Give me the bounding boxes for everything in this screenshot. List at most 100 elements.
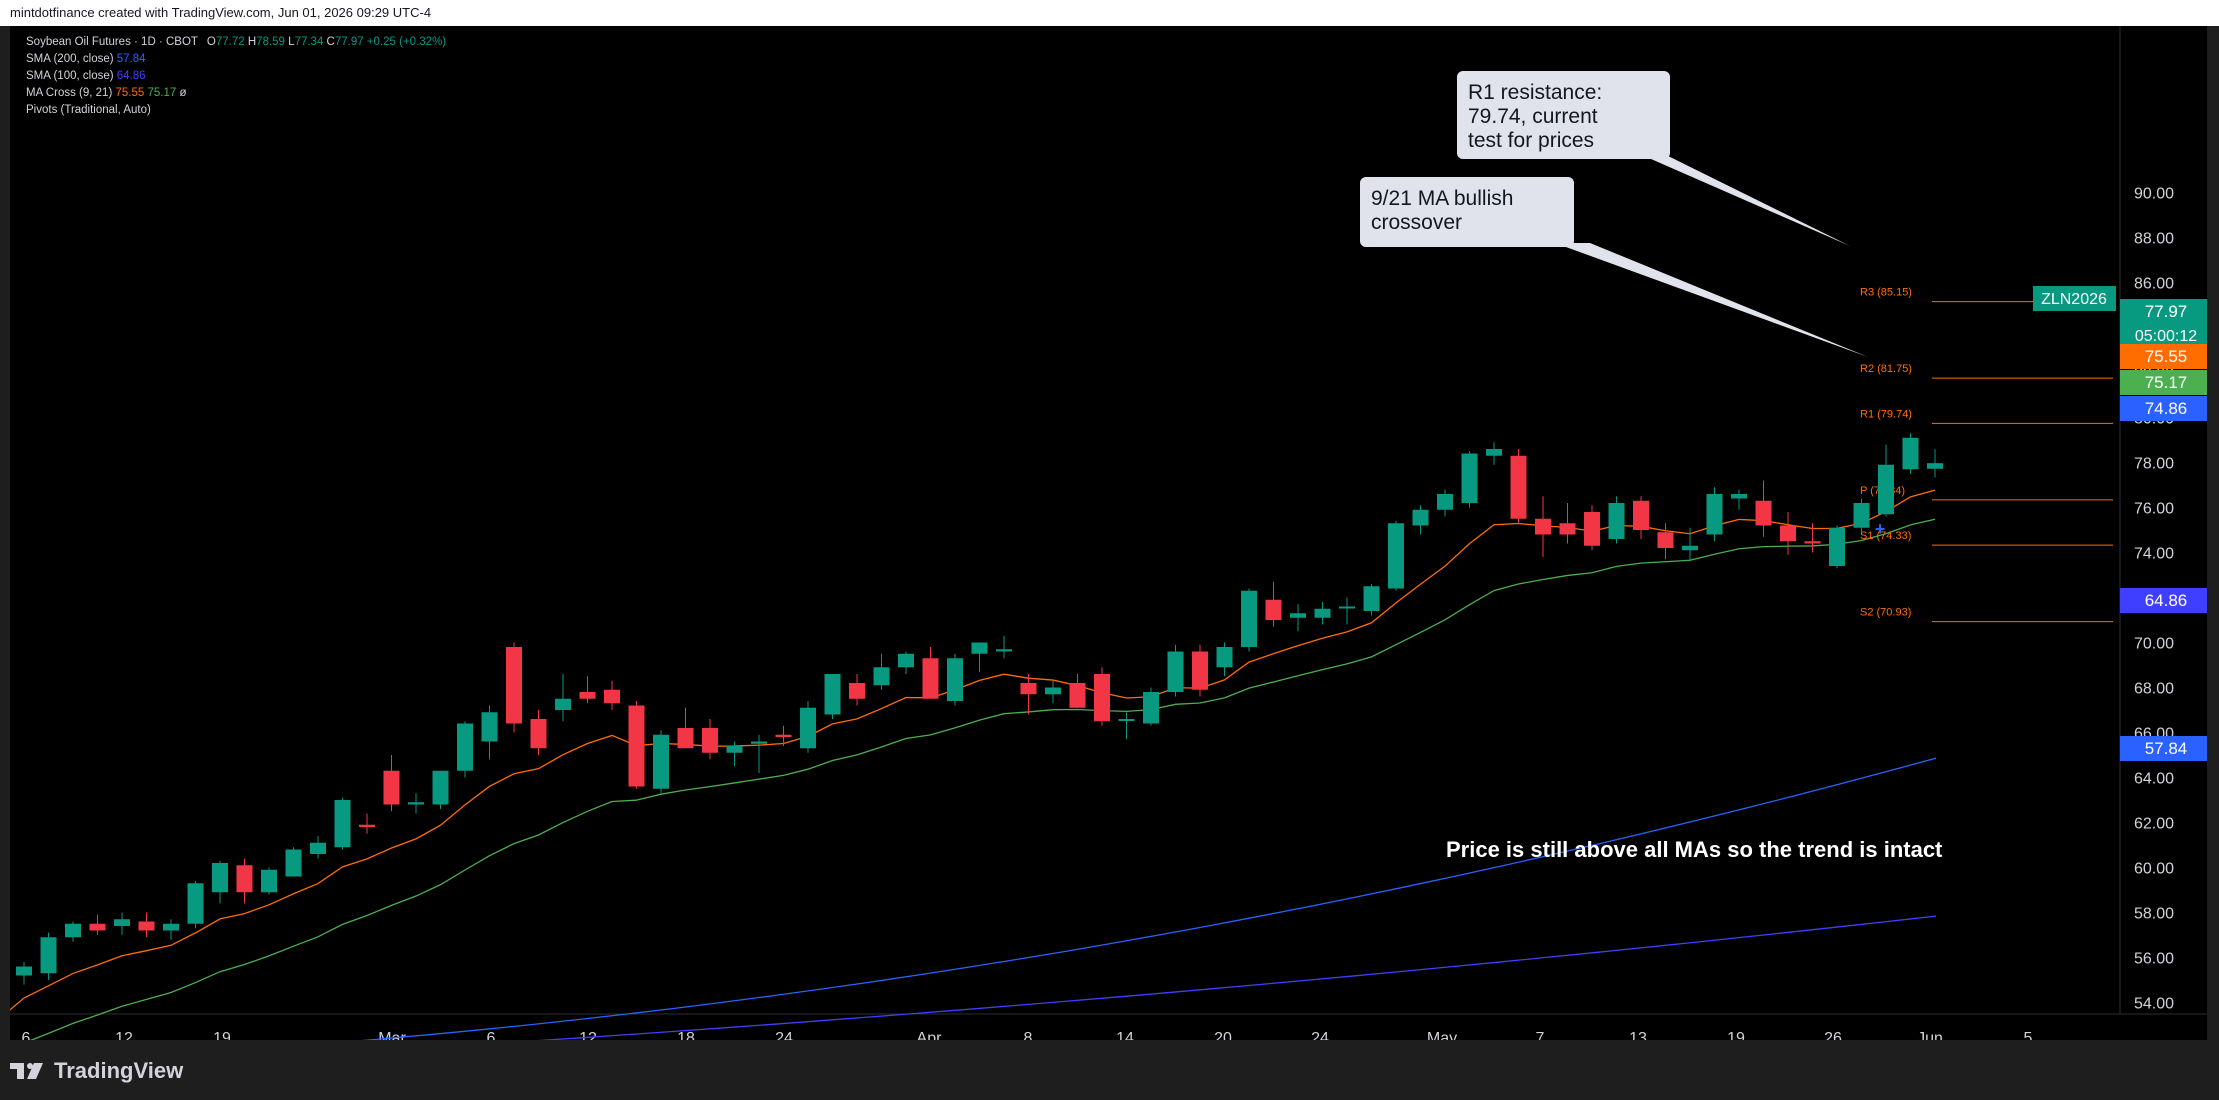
candle-body[interactable] <box>1878 464 1894 515</box>
candle-body[interactable] <box>898 653 914 668</box>
candle-body[interactable] <box>285 849 302 877</box>
pivot-label: R2 (81.75) <box>1860 363 1912 375</box>
candle-body[interactable] <box>40 937 57 974</box>
candle-body[interactable] <box>555 698 571 710</box>
candle-body[interactable] <box>138 921 155 931</box>
candle-body[interactable] <box>1804 541 1821 544</box>
candle-body[interactable] <box>702 728 718 753</box>
candle-body[interactable] <box>163 923 179 931</box>
candle-body[interactable] <box>677 728 694 749</box>
candle-body[interactable] <box>1069 683 1086 708</box>
candle-body[interactable] <box>506 647 522 724</box>
candle-body[interactable] <box>1706 494 1723 535</box>
legend-pivots-label: Pivots (Traditional, Auto) <box>26 104 151 116</box>
candle-body[interactable] <box>1118 719 1135 721</box>
legend-sma100-row[interactable]: SMA (100, close) 64.86 <box>26 68 446 85</box>
candle-body[interactable] <box>530 719 547 749</box>
candle-body[interactable] <box>1363 586 1380 611</box>
candle-body[interactable] <box>1853 503 1870 528</box>
candle-body[interactable] <box>947 658 963 701</box>
legend-symbol: Soybean Oil Futures · 1D · CBOT <box>26 36 198 48</box>
candle-body[interactable] <box>579 692 596 699</box>
candle-body[interactable] <box>1437 494 1453 510</box>
candle-body[interactable] <box>1731 494 1747 499</box>
candle-body[interactable] <box>481 712 498 742</box>
candle-body[interactable] <box>1657 532 1674 548</box>
price-chart[interactable]: 48.0050.0052.0054.0056.0058.0060.0062.00… <box>0 26 2214 1100</box>
candle-body[interactable] <box>383 770 400 805</box>
annotation-trend-text[interactable]: Price is still above all MAs so the tren… <box>1446 837 1943 862</box>
candle-body[interactable] <box>1290 613 1306 618</box>
candle-body[interactable] <box>1633 500 1649 530</box>
candle-body[interactable] <box>408 802 424 805</box>
legend-pivots-row[interactable]: Pivots (Traditional, Auto) <box>26 102 446 119</box>
candle-body[interactable] <box>849 683 865 699</box>
candle-body[interactable] <box>1167 651 1184 693</box>
candle-body[interactable] <box>334 800 351 848</box>
legend-sma200-row[interactable]: SMA (200, close) 57.84 <box>26 51 446 68</box>
candle-body[interactable] <box>1461 453 1478 504</box>
y-tick-label: 62.00 <box>2134 816 2174 833</box>
candle-body[interactable] <box>1559 523 1576 535</box>
candle-body[interactable] <box>775 734 792 737</box>
candle-body[interactable] <box>1045 687 1061 695</box>
candle-body[interactable] <box>1584 512 1600 546</box>
candle-body[interactable] <box>1216 647 1233 668</box>
candle-body[interactable] <box>1535 518 1551 535</box>
candle-body[interactable] <box>1314 608 1331 618</box>
candle-body[interactable] <box>16 966 32 976</box>
chart-credit: mintdotfinance created with TradingView.… <box>10 5 432 20</box>
legend-macross-row[interactable]: MA Cross (9, 21) 75.55 75.17 ø <box>26 85 446 102</box>
candle-body[interactable] <box>65 923 81 938</box>
candle-body[interactable] <box>653 734 669 789</box>
candle-body[interactable] <box>751 741 767 744</box>
candle-body[interactable] <box>1143 692 1159 724</box>
tradingview-logo[interactable]: TradingView <box>10 1058 183 1084</box>
candle-body[interactable] <box>628 705 645 787</box>
candle-body[interactable] <box>187 883 204 924</box>
candle-body[interactable] <box>1510 455 1527 519</box>
candle-body[interactable] <box>604 689 620 704</box>
candle-body[interactable] <box>1388 523 1404 589</box>
candle-body[interactable] <box>1608 503 1625 539</box>
candle-body[interactable] <box>1829 527 1845 566</box>
legend-sma200-label: SMA (200, close) <box>26 53 114 65</box>
candle-body[interactable] <box>1339 606 1355 609</box>
candle-body[interactable] <box>971 642 988 654</box>
symbol-tag <box>2033 286 2116 311</box>
candle-body[interactable] <box>1020 683 1037 695</box>
candle-body[interactable] <box>432 770 449 805</box>
annotation-r1-box[interactable] <box>1457 71 1670 159</box>
candle-body[interactable] <box>726 746 743 753</box>
legend-low: 77.34 <box>294 36 324 48</box>
candle-body[interactable] <box>1265 599 1282 620</box>
candle-body[interactable] <box>922 658 939 699</box>
candle-body[interactable] <box>1094 674 1110 722</box>
candle-body[interactable] <box>996 649 1012 652</box>
candle-body[interactable] <box>89 923 106 931</box>
candle-body[interactable] <box>1755 500 1772 526</box>
x-tick-label: 7 <box>1536 1030 1545 1040</box>
candle-body[interactable] <box>457 723 473 771</box>
candle-body[interactable] <box>873 667 890 686</box>
price-label-countdown: 05:00:12 <box>2135 328 2197 345</box>
candle-body[interactable] <box>1927 463 1943 469</box>
candle-body[interactable] <box>1682 545 1698 551</box>
candle-body[interactable] <box>1412 509 1429 526</box>
candle-body[interactable] <box>1780 525 1796 542</box>
chart-panel[interactable]: 48.0050.0052.0054.0056.0058.0060.0062.00… <box>0 26 2214 1100</box>
candle-body[interactable] <box>800 707 816 749</box>
candle-body[interactable] <box>212 863 228 893</box>
annotation-ma-box[interactable] <box>1360 177 1574 247</box>
candle-body[interactable] <box>310 842 326 854</box>
candle-body[interactable] <box>236 865 253 893</box>
candle-body[interactable] <box>1192 651 1208 690</box>
candle-body[interactable] <box>1241 590 1257 647</box>
price-label <box>2120 344 2214 369</box>
candle-body[interactable] <box>1486 449 1502 456</box>
candle-body[interactable] <box>261 869 277 893</box>
candle-body[interactable] <box>359 824 375 827</box>
candle-body[interactable] <box>1902 437 1919 470</box>
candle-body[interactable] <box>824 674 841 715</box>
candle-body[interactable] <box>114 919 130 926</box>
